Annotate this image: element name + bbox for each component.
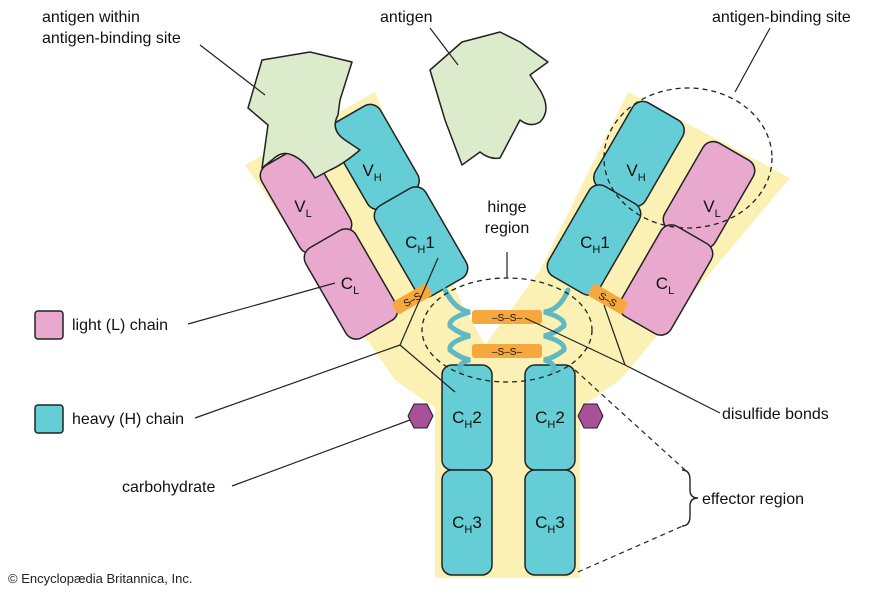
cl-left-label: CL — [341, 274, 359, 297]
label-carbohydrate: carbohydrate — [122, 479, 215, 496]
leader-carbohydrate — [231, 419, 411, 487]
heavy-chain-ch1-left — [373, 186, 469, 298]
label-antigen-within-1: antigen within — [42, 9, 140, 26]
ch1-right-label: CH1 — [580, 233, 610, 256]
label-light-chain: light (L) chain — [72, 317, 168, 334]
leader-heavy-chain-a — [194, 344, 401, 419]
antigen-binding-site-circle — [603, 87, 773, 229]
label-binding-site: antigen-binding site — [712, 9, 851, 26]
label-hinge-2: region — [485, 220, 529, 237]
label-antigen: antigen — [380, 9, 433, 26]
light-chain-cl-left — [303, 228, 399, 340]
vh-left-label: VH — [362, 161, 381, 184]
label-hinge-1: hinge — [487, 199, 526, 216]
heavy-chain-ch1-right — [546, 184, 642, 296]
leader-antigen-within — [199, 44, 266, 96]
free-antigen — [429, 31, 549, 166]
hinge-disulfide-label-top: –S–S– — [492, 313, 522, 324]
leader-light-chain — [187, 282, 336, 325]
effector-dashed-bottom — [577, 524, 686, 573]
effector-brace — [681, 469, 699, 527]
label-disulfide-bonds: disulfide bonds — [722, 406, 829, 423]
disulfide-left-arm — [392, 284, 432, 314]
hinge-disulfide-top — [472, 310, 542, 324]
vl-right-label: VL — [703, 197, 720, 220]
heavy-chain-ch3-left — [441, 469, 493, 576]
label-effector-region: effector region — [702, 491, 804, 508]
heavy-chain-ch2-left — [441, 364, 493, 471]
copyright-text: © Encyclopædia Britannica, Inc. — [8, 571, 192, 586]
cl-right-label: CL — [656, 274, 674, 297]
heavy-chain-ch2-right — [524, 364, 576, 471]
light-chain-cl-right — [618, 224, 714, 336]
carbohydrate-left — [407, 403, 434, 429]
leader-heavy-chain-b — [399, 344, 456, 393]
leader-binding-site — [734, 27, 771, 93]
leader-disulfide-c — [524, 317, 626, 366]
ch2-left-label: CH2 — [452, 408, 482, 431]
hinge-chain-right — [543, 287, 571, 375]
bound-antigen — [247, 51, 361, 179]
leader-heavy-chain-c — [399, 257, 439, 346]
effector-dashed-top — [574, 369, 686, 471]
carbohydrate-right — [577, 403, 604, 429]
vl-left-label: VL — [294, 197, 311, 220]
leader-disulfide-a — [624, 364, 721, 414]
leader-disulfide-b — [603, 304, 626, 366]
legend-swatch-light-chain — [34, 310, 64, 340]
ch3-left-label: CH3 — [452, 513, 482, 536]
ch3-right-label: CH3 — [535, 513, 565, 536]
hinge-disulfide-bottom — [472, 344, 542, 358]
label-heavy-chain: heavy (H) chain — [72, 411, 184, 428]
hinge-disulfide-label-bottom: –S–S– — [492, 347, 522, 358]
hinge-chain-left — [442, 287, 471, 375]
heavy-chain-ch3-right — [524, 469, 576, 576]
leader-antigen — [429, 27, 459, 66]
disulfide-right-arm — [588, 284, 628, 314]
vh-right-label: VH — [626, 161, 645, 184]
ch2-right-label: CH2 — [535, 408, 565, 431]
ch1-left-label: CH1 — [405, 233, 435, 256]
legend-swatch-heavy-chain — [34, 404, 64, 434]
label-antigen-within-2: antigen-binding site — [42, 30, 181, 47]
